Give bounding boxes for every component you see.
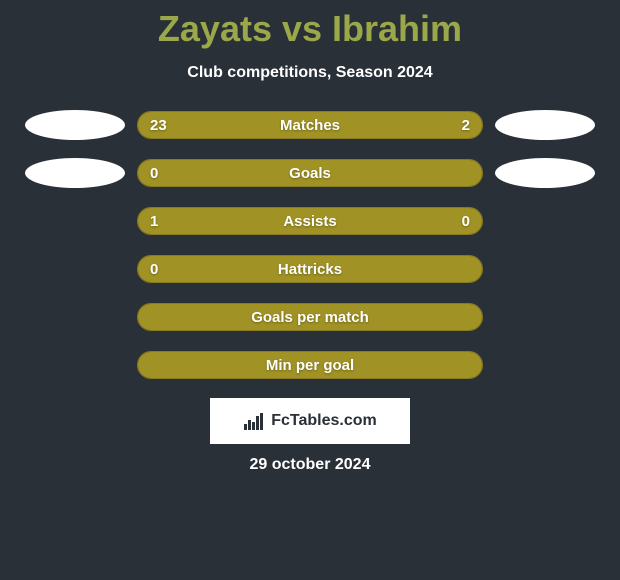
- badge-text: FcTables.com: [271, 412, 377, 430]
- spacer: [495, 302, 595, 332]
- source-badge: FcTables.com: [210, 398, 410, 444]
- stat-row: 0Hattricks: [0, 254, 620, 284]
- stat-bar: Goals per match: [137, 303, 483, 331]
- spacer: [495, 254, 595, 284]
- spacer: [25, 206, 125, 236]
- stat-bar: Min per goal: [137, 351, 483, 379]
- stat-label: Goals per match: [138, 309, 482, 326]
- player-left-oval: [25, 158, 125, 188]
- stat-right-value: 0: [462, 213, 470, 230]
- stat-row: 0Goals: [0, 158, 620, 188]
- stat-bar: 1Assists0: [137, 207, 483, 235]
- stat-bar: 23Matches2: [137, 111, 483, 139]
- stat-row: Min per goal: [0, 350, 620, 380]
- stat-row: 1Assists0: [0, 206, 620, 236]
- stat-row: Goals per match: [0, 302, 620, 332]
- stat-label: Matches: [138, 117, 482, 134]
- page-subtitle: Club competitions, Season 2024: [187, 64, 432, 82]
- stat-row: 23Matches2: [0, 110, 620, 140]
- spacer: [25, 254, 125, 284]
- stat-label: Min per goal: [138, 357, 482, 374]
- stats-container: 23Matches20Goals1Assists00HattricksGoals…: [0, 110, 620, 380]
- page-title: Zayats vs Ibrahim: [158, 8, 462, 50]
- spacer: [495, 350, 595, 380]
- spacer: [495, 206, 595, 236]
- stat-right-value: 2: [462, 117, 470, 134]
- spacer: [25, 350, 125, 380]
- player-left-oval: [25, 110, 125, 140]
- stat-label: Assists: [138, 213, 482, 230]
- player-right-oval: [495, 110, 595, 140]
- stat-bar: 0Hattricks: [137, 255, 483, 283]
- date-label: 29 october 2024: [250, 456, 371, 474]
- stat-bar: 0Goals: [137, 159, 483, 187]
- player-right-oval: [495, 158, 595, 188]
- bars-icon: [243, 412, 265, 430]
- spacer: [25, 302, 125, 332]
- stat-label: Hattricks: [138, 261, 482, 278]
- stat-label: Goals: [138, 165, 482, 182]
